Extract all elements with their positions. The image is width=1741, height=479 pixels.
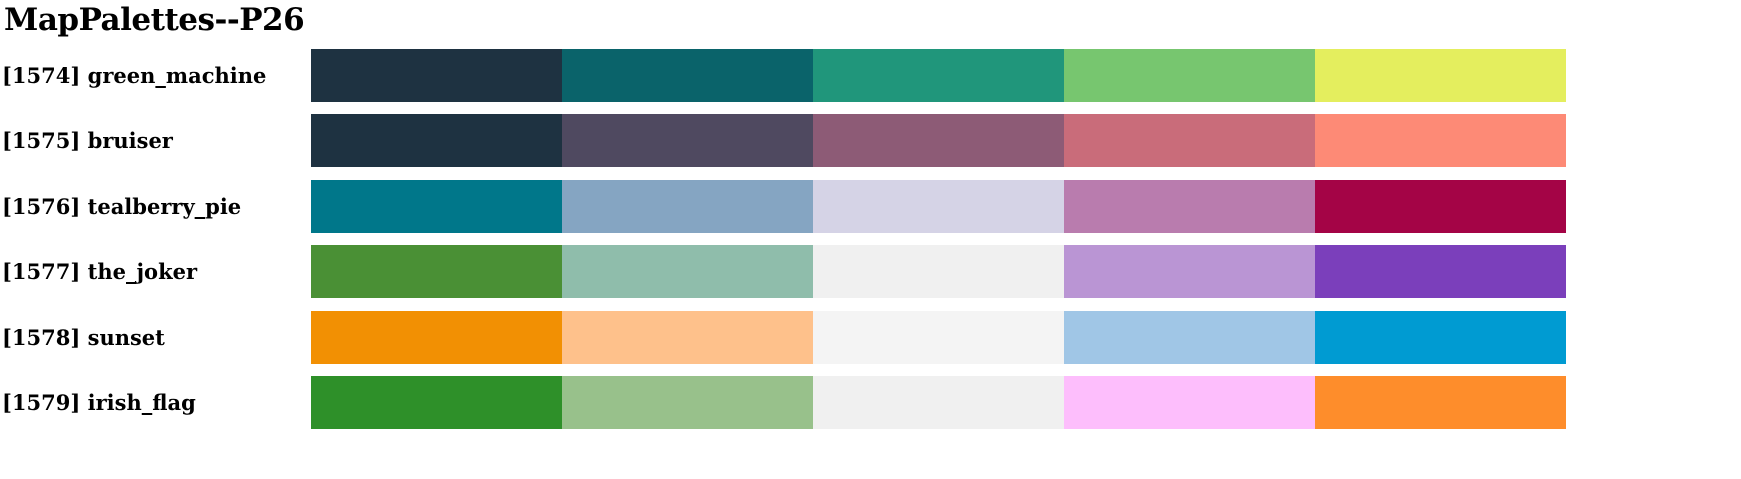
color-swatch: [1064, 245, 1315, 299]
color-swatch: [562, 49, 813, 102]
color-swatch: [813, 114, 1064, 168]
color-swatch: [562, 245, 813, 299]
swatch-strip: [311, 49, 1566, 102]
color-swatch: [562, 310, 813, 364]
color-swatch: [1315, 245, 1566, 299]
swatch-strip: [311, 310, 1566, 364]
color-swatch: [1315, 49, 1566, 102]
color-swatch: [311, 310, 562, 364]
palette-list: [1574] green_machine [1575] bruiser [157…: [0, 49, 1741, 441]
swatch-strip: [311, 114, 1566, 168]
color-swatch: [1064, 375, 1315, 429]
color-swatch: [1315, 114, 1566, 168]
color-swatch: [562, 114, 813, 168]
color-swatch: [813, 245, 1064, 299]
color-swatch: [813, 179, 1064, 233]
color-swatch: [562, 179, 813, 233]
palette-row-green-machine: [1574] green_machine: [0, 49, 1741, 102]
palette-label: [1579] irish_flag: [2, 389, 196, 415]
color-swatch: [1064, 179, 1315, 233]
color-swatch: [813, 375, 1064, 429]
palette-label: [1574] green_machine: [2, 63, 267, 88]
palette-row-sunset: [1578] sunset: [0, 310, 1741, 364]
color-swatch: [1064, 310, 1315, 364]
palette-label: [1577] the_joker: [2, 259, 198, 285]
palette-label: [1576] tealberry_pie: [2, 193, 242, 219]
color-swatch: [1315, 375, 1566, 429]
color-swatch: [311, 245, 562, 299]
color-swatch: [813, 49, 1064, 102]
palette-label: [1578] sunset: [2, 324, 165, 350]
palette-row-bruiser: [1575] bruiser: [0, 114, 1741, 168]
color-swatch: [813, 310, 1064, 364]
color-swatch: [1315, 310, 1566, 364]
color-swatch: [1064, 49, 1315, 102]
swatch-strip: [311, 375, 1566, 429]
swatch-strip: [311, 245, 1566, 299]
palette-label: [1575] bruiser: [2, 128, 173, 154]
palette-row-the-joker: [1577] the_joker: [0, 245, 1741, 299]
swatch-strip: [311, 179, 1566, 233]
color-swatch: [1315, 179, 1566, 233]
color-swatch: [311, 114, 562, 168]
page-title: MapPalettes--P26: [4, 2, 305, 38]
color-swatch: [311, 49, 562, 102]
color-swatch: [311, 179, 562, 233]
palette-row-irish-flag: [1579] irish_flag: [0, 375, 1741, 429]
palette-row-tealberry-pie: [1576] tealberry_pie: [0, 179, 1741, 233]
color-swatch: [562, 375, 813, 429]
color-swatch: [1064, 114, 1315, 168]
color-swatch: [311, 375, 562, 429]
